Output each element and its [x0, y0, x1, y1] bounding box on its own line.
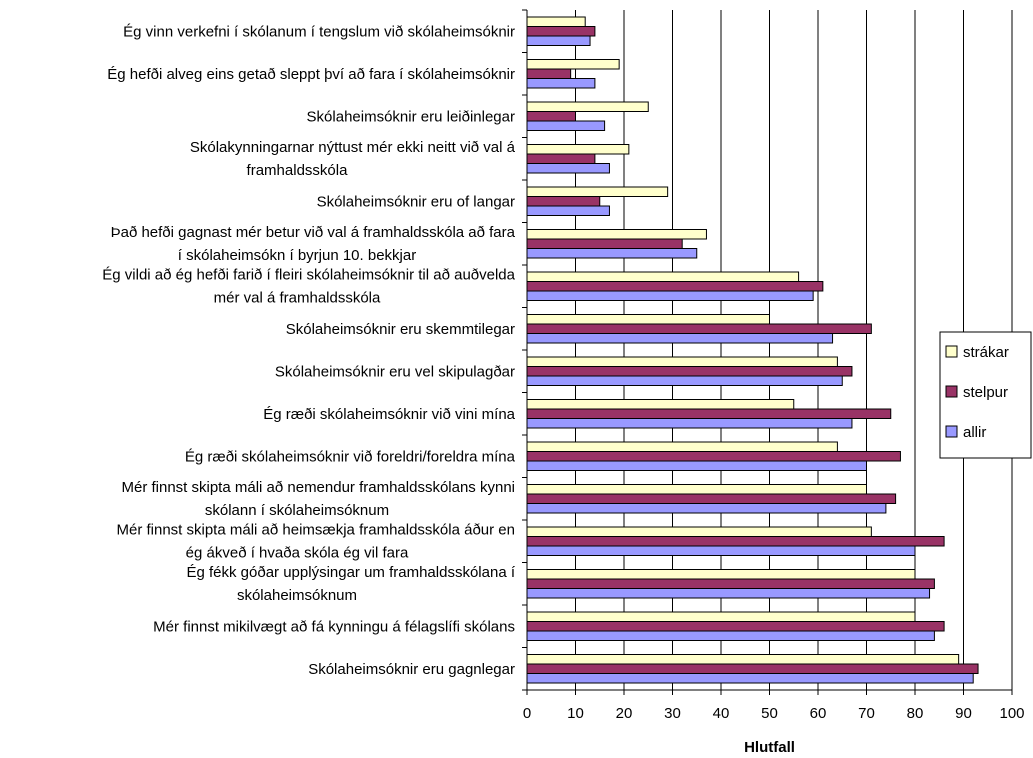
- bar-strákar-5: [526, 229, 707, 240]
- bar-stelpur-9: [526, 408, 892, 419]
- category-label: Skólaheimsóknir eru skemmtilegar: [286, 321, 515, 338]
- legend: strákar stelpur allir: [939, 331, 1032, 459]
- x-axis-title: Hlutfall: [744, 739, 795, 756]
- x-tick-label: 70: [858, 705, 875, 722]
- bar-stelpur-14: [526, 621, 945, 632]
- x-tick-label: 0: [523, 705, 531, 722]
- bar-allir-0: [526, 35, 591, 46]
- bar-strákar-7: [526, 314, 770, 325]
- bar-allir-11: [526, 503, 887, 514]
- category-label-line2: í skólaheimsókn í byrjun 10. bekkjar: [178, 247, 416, 264]
- bar-strákar-1: [526, 59, 620, 70]
- bar-allir-1: [526, 78, 596, 89]
- category-label: Skólaheimsóknir eru gagnlegar: [308, 661, 515, 678]
- category-label-line1: Ég vildi að ég hefði farið í fleiri skól…: [102, 266, 515, 283]
- category-label-line2: ég ákveð í hvaða skóla ég vil fara: [186, 544, 409, 561]
- category-label-line2: framhaldsskóla: [247, 162, 349, 179]
- bar-strákar-12: [526, 526, 872, 537]
- bar-strákar-13: [526, 569, 916, 580]
- bar-allir-8: [526, 375, 843, 386]
- bar-strákar-14: [526, 611, 916, 622]
- bar-stelpur-4: [526, 196, 601, 207]
- category-label: Mér finnst mikilvægt að fá kynningu á fé…: [153, 618, 515, 635]
- bar-strákar-8: [526, 356, 838, 367]
- category-label: Skólaheimsóknir eru of langar: [317, 193, 515, 210]
- bar-strákar-0: [526, 16, 586, 27]
- legend-label-stelpur: stelpur: [963, 384, 1008, 401]
- category-label: Skólaheimsóknir eru leiðinlegar: [307, 108, 515, 125]
- category-labels: Ég vinn verkefni í skólanum í tengslum v…: [102, 23, 516, 678]
- bar-allir-6: [526, 290, 814, 301]
- bar-allir-14: [526, 630, 935, 641]
- x-tick-label: 90: [955, 705, 972, 722]
- x-tick-label: 100: [999, 705, 1024, 722]
- bar-strákar-4: [526, 186, 669, 197]
- bar-allir-15: [526, 673, 974, 684]
- bar-strákar-6: [526, 271, 800, 282]
- category-label-line2: skólann í skólaheimsóknum: [205, 502, 389, 519]
- legend-swatch-strákar: [945, 345, 958, 358]
- bar-allir-7: [526, 333, 834, 344]
- bar-stelpur-10: [526, 451, 901, 462]
- bars: [526, 16, 979, 684]
- bar-stelpur-8: [526, 366, 853, 377]
- category-label: Ég ræði skólaheimsóknir við foreldri/for…: [185, 448, 516, 465]
- bar-stelpur-7: [526, 323, 872, 334]
- legend-label-allir: allir: [963, 424, 986, 441]
- bar-strákar-10: [526, 441, 838, 452]
- category-label-line1: Mér finnst skipta máli að heimsækja fram…: [116, 521, 515, 538]
- category-label: Ég ræði skólaheimsóknir við vini mína: [263, 406, 515, 423]
- bar-strákar-9: [526, 399, 795, 410]
- bar-stelpur-5: [526, 238, 683, 249]
- bar-stelpur-2: [526, 111, 576, 122]
- bar-stelpur-6: [526, 281, 824, 292]
- bar-strákar-2: [526, 101, 649, 112]
- x-tick-labels: 0 10 20 30 40 50 60 70 80 90 100: [523, 705, 1025, 722]
- bar-allir-5: [526, 248, 698, 259]
- bar-strákar-11: [526, 484, 867, 495]
- category-label-line1: Skólakynningarnar nýttust mér ekki neitt…: [190, 139, 516, 156]
- x-tick-label: 30: [664, 705, 681, 722]
- bar-strákar-15: [526, 654, 960, 665]
- axes: [522, 9, 1013, 695]
- category-label: Ég hefði alveg eins getað sleppt því að …: [107, 66, 515, 83]
- bar-allir-9: [526, 418, 853, 429]
- x-tick-label: 10: [567, 705, 584, 722]
- bar-allir-4: [526, 205, 610, 216]
- bar-allir-2: [526, 120, 606, 131]
- bar-strákar-3: [526, 144, 630, 155]
- bar-stelpur-15: [526, 663, 979, 674]
- category-label-line1: Ég fékk góðar upplýsingar um framhaldssk…: [186, 564, 515, 581]
- legend-swatch-allir: [945, 425, 958, 438]
- x-tick-label: 80: [907, 705, 924, 722]
- bar-stelpur-3: [526, 153, 596, 164]
- category-label-line1: Það hefði gagnast mér betur við val á fr…: [111, 224, 516, 241]
- category-label: Ég vinn verkefni í skólanum í tengslum v…: [123, 23, 515, 40]
- bar-stelpur-1: [526, 68, 572, 79]
- category-label-line2: mér val á framhaldsskóla: [214, 289, 381, 306]
- bar-stelpur-11: [526, 493, 897, 504]
- category-label: Skólaheimsóknir eru vel skipulagðar: [275, 363, 515, 380]
- legend-swatch-stelpur: [945, 385, 958, 398]
- x-tick-label: 40: [713, 705, 730, 722]
- x-tick-label: 60: [810, 705, 827, 722]
- x-tick-label: 50: [761, 705, 778, 722]
- x-tick-label: 20: [616, 705, 633, 722]
- legend-label-strákar: strákar: [963, 344, 1009, 361]
- bar-allir-13: [526, 588, 931, 599]
- bar-stelpur-0: [526, 26, 596, 37]
- category-label-line2: skólaheimsóknum: [237, 587, 357, 604]
- bar-stelpur-12: [526, 536, 945, 547]
- category-label-line1: Mér finnst skipta máli að nemendur framh…: [121, 479, 515, 496]
- bar-stelpur-13: [526, 578, 935, 589]
- bar-allir-3: [526, 163, 610, 174]
- bar-allir-12: [526, 545, 916, 556]
- bar-allir-10: [526, 460, 867, 471]
